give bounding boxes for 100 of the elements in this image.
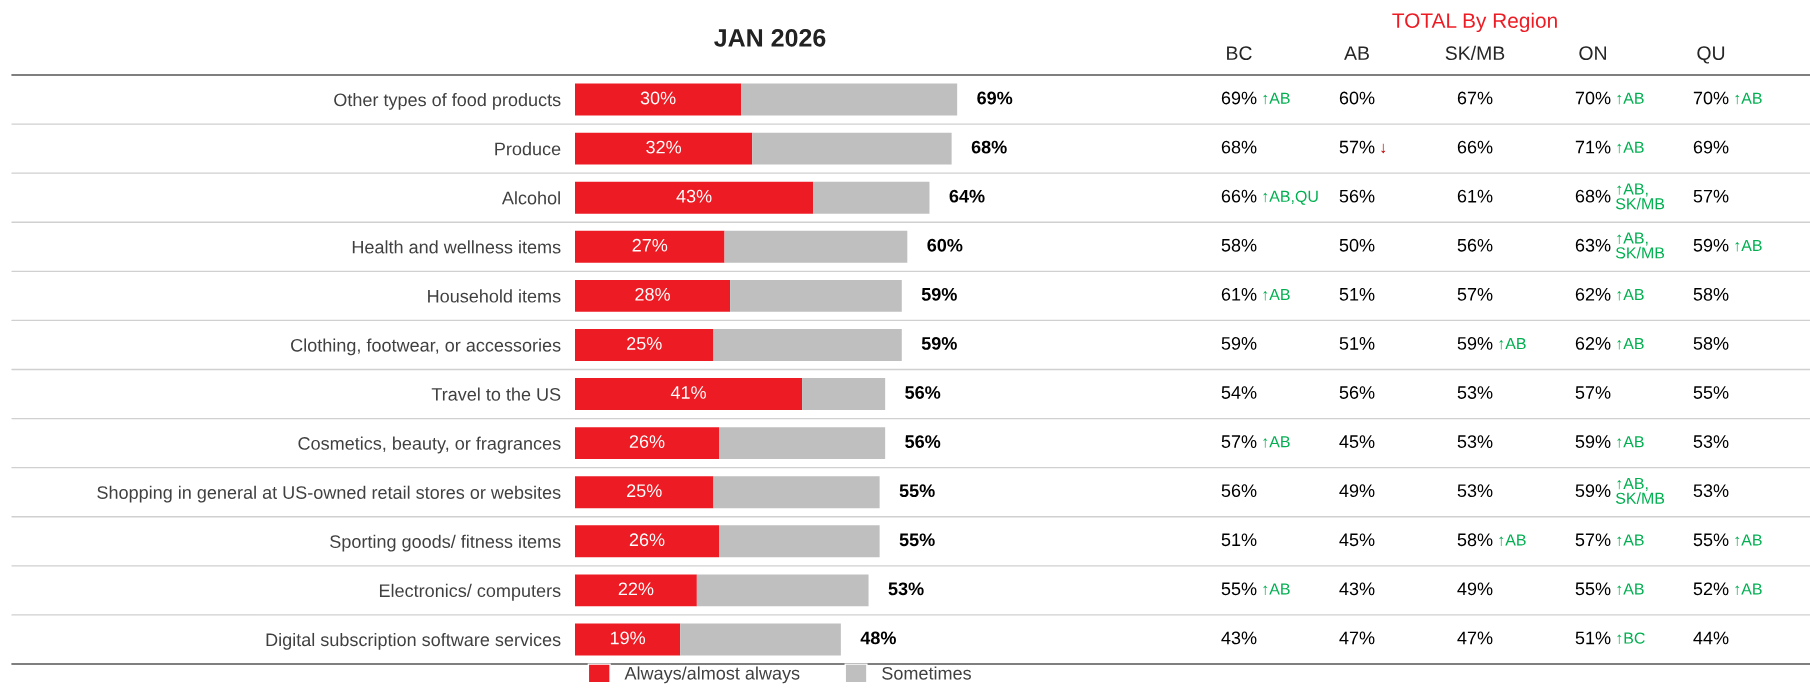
y-tick-label: Alcohol [501,191,560,205]
data-label: 53% [1457,386,1493,399]
bar [724,230,908,263]
data-label: 53% [1457,484,1493,498]
bar [575,525,719,558]
data-label: 25% [627,337,662,350]
data-label: 26% [629,435,665,448]
data-label: 59% ↑AB [1575,435,1644,448]
chart-title: JAN 2026 [714,29,826,47]
data-label: 55% [1693,386,1729,399]
bar [575,329,714,361]
y-tick-label: Other types of food products [334,93,561,110]
data-label: 55% ↑AB [1575,582,1644,596]
data-label: 59% ↑AB [1693,238,1762,252]
data-label: 53% [1693,484,1729,498]
data-label: 51% [1339,337,1375,350]
data-label: 68% [1221,140,1257,154]
data-label: 28% [635,287,670,301]
data-label: 59% ↑AB [1457,337,1526,350]
data-label: 55% ↑AB [1221,582,1290,596]
total-label: 69% [977,91,1013,105]
y-tick-label: Travel to the US [431,387,561,401]
data-label: 58% [1221,238,1257,252]
data-label: 44% [1693,631,1729,645]
data-label: 66% ↑AB,QU [1221,189,1318,205]
data-label: 43% [676,189,712,203]
y-tick-label: Produce [495,142,561,156]
bar [575,427,719,460]
data-label: 27% [632,238,668,252]
data-label: 51% [1339,288,1375,301]
bar [752,132,952,165]
y-tick-label: Health and wellness items [352,240,561,254]
data-label: 58% [1693,287,1729,301]
data-label: 56% [1457,238,1493,252]
data-label: 43% [1339,582,1375,596]
data-label: 25% [627,484,662,498]
data-label: 30% [640,91,676,105]
y-tick-label: Shopping in general at US-owned retail stores or websites [97,485,561,503]
data-label: 51% [1221,533,1257,547]
data-label: 22% [618,582,654,596]
total-label: 68% [971,140,1007,154]
bar [741,83,958,116]
data-label: 66% [1457,140,1493,154]
data-label: 62% ↑AB [1575,337,1644,350]
data-label: 70% ↑AB [1575,91,1644,105]
data-label: 61% ↑AB [1221,287,1290,301]
data-label: 19% [610,631,646,645]
bar [713,476,880,509]
x-tick-label: QU [1697,46,1725,64]
legend-label: Always/almost always [624,666,800,684]
y-tick-label: Sporting goods/ fitness items [330,534,561,552]
total-label: 60% [927,238,963,252]
data-label: 71% ↑AB [1575,140,1644,154]
data-label: 56% [1339,386,1375,399]
total-label: 56% [905,435,941,448]
data-label: 57% [1457,288,1493,301]
x-tick-label: BC [1227,46,1252,61]
data-label: 62% ↑AB [1575,287,1644,301]
bar [813,181,930,214]
y-tick-label: Household items [428,289,561,303]
x-tick-label: SK/MB [1445,45,1505,61]
data-label: 32% [646,140,682,154]
data-label: 43% [1221,631,1257,645]
data-label: 47% [1339,631,1375,645]
data-label: 45% [1339,435,1375,448]
data-label: 45% [1339,533,1375,547]
data-label: 54% [1221,386,1257,399]
bar [575,378,803,410]
y-tick-label: Clothing, footwear, or accessories [291,338,561,356]
chart-title: TOTAL By Region [1392,12,1557,33]
bar [575,181,814,214]
data-label: 57% ↓ [1339,140,1386,154]
total-label: 55% [899,484,935,498]
x-tick-label: ON [1579,46,1606,61]
data-label: 51% ↑BC [1575,631,1645,645]
data-label: 69% [1693,140,1729,154]
data-label: 57% [1575,386,1611,399]
data-label: 60% [1339,91,1375,105]
bar [719,525,880,558]
total-label: 59% [921,337,957,350]
bar [575,83,742,116]
data-label: 69% ↑AB [1221,91,1290,105]
data-label: 57% ↑AB [1575,533,1644,547]
data-label: 56% [1221,484,1257,498]
data-label: 70% ↑AB [1693,91,1762,105]
data-label: 56% [1339,189,1375,203]
y-tick-label: Digital subscription software services [266,632,561,650]
bar [575,623,681,656]
bar [730,279,902,312]
y-tick-label: Electronics/ computers [379,583,561,601]
bar [802,378,886,410]
data-label: 58% ↑AB [1457,533,1526,547]
data-label: 26% [629,533,665,547]
data-label: 41% [670,386,706,399]
bar [575,574,697,607]
data-label: 57% [1693,189,1729,203]
total-label: 48% [860,631,896,645]
data-label: 67% [1457,91,1493,105]
bar [696,574,869,607]
total-label: 59% [921,287,957,301]
